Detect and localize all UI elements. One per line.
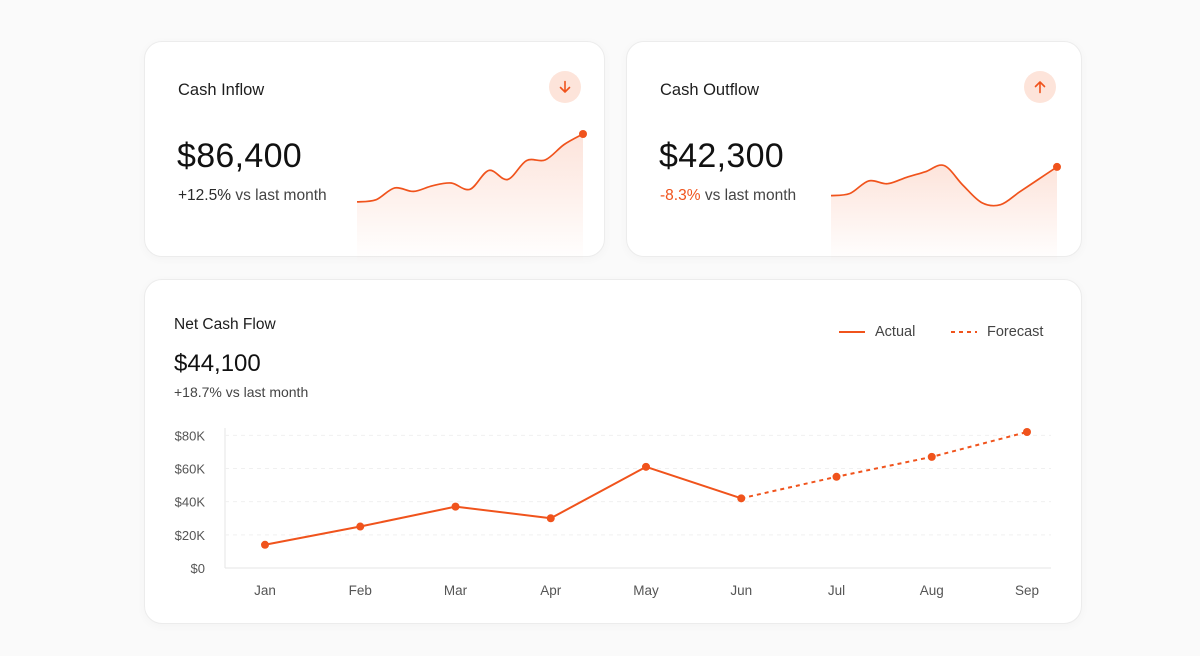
data-point-actual xyxy=(261,540,269,549)
cash-inflow-delta-value: +12.5% xyxy=(178,187,232,204)
legend-actual[interactable]: Actual xyxy=(839,324,915,340)
data-point-actual xyxy=(451,502,460,511)
data-point-actual xyxy=(356,522,365,531)
cash-outflow-title: Cash Outflow xyxy=(660,81,760,99)
cash-outflow-delta-value: -8.3% xyxy=(660,187,701,204)
sparkline-end-point xyxy=(1053,162,1061,171)
cash-outflow-sparkline xyxy=(831,162,1061,262)
x-tick-label: Mar xyxy=(444,583,468,598)
y-tick-label: $20K xyxy=(175,528,206,543)
x-tick-label: Feb xyxy=(349,583,372,598)
y-tick-label: $0 xyxy=(191,561,205,576)
series-line-forecast xyxy=(741,431,1028,500)
x-tick-label: Aug xyxy=(920,583,944,598)
x-tick-label: Sep xyxy=(1015,583,1039,598)
cash-inflow-title: Cash Inflow xyxy=(178,81,265,99)
arrow-up-icon[interactable] xyxy=(1024,71,1056,103)
series-line-actual xyxy=(264,465,742,546)
legend-forecast[interactable]: Forecast xyxy=(951,324,1043,340)
cash-inflow-delta: +12.5% vs last month xyxy=(178,187,327,205)
cash-inflow-delta-label: vs last month xyxy=(235,187,327,204)
sparkline-line xyxy=(357,133,584,203)
cash-outflow-card: Cash Outflow $42,300 -8.3% vs last month xyxy=(626,41,1082,262)
cash-inflow-sparkline xyxy=(357,130,587,262)
legend-actual-swatch xyxy=(839,331,865,333)
data-point-forecast xyxy=(832,472,841,481)
data-point-actual xyxy=(642,462,650,471)
x-tick-label: Jan xyxy=(254,583,276,598)
y-tick-label: $60K xyxy=(175,461,206,476)
sparkline-area xyxy=(357,134,583,262)
sparkline-end-point xyxy=(579,130,587,138)
x-tick-label: Jun xyxy=(730,583,752,598)
net-cash-flow-chart: $0 $20K $40K $60K $80K Jan Feb Mar Apr May Jun Jul A… xyxy=(175,428,1051,598)
net-cash-flow-value: $44,100 xyxy=(174,350,261,377)
cash-outflow-delta-label: vs last month xyxy=(704,187,797,204)
y-tick-label: $40K xyxy=(175,495,206,510)
legend-forecast-label: Forecast xyxy=(987,324,1044,340)
data-point-actual xyxy=(546,514,555,523)
x-tick-label: Jul xyxy=(828,583,845,598)
x-tick-label: May xyxy=(633,583,659,598)
cash-outflow-value: $42,300 xyxy=(659,137,785,175)
data-point-forecast xyxy=(927,452,936,461)
y-tick-label: $80K xyxy=(175,428,206,443)
data-point-actual xyxy=(737,494,746,503)
legend-actual-label: Actual xyxy=(875,324,916,340)
cash-inflow-value: $86,400 xyxy=(177,137,303,175)
arrow-down-icon[interactable] xyxy=(549,71,581,103)
cash-outflow-delta: -8.3% vs last month xyxy=(660,187,796,205)
data-point-forecast xyxy=(1023,428,1031,436)
x-tick-label: Apr xyxy=(540,583,562,598)
net-cash-flow-card: Net Cash Flow $44,100 +18.7% vs last mon… xyxy=(144,279,1082,624)
cash-inflow-card: Cash Inflow $86,400 +12.5% vs last month xyxy=(144,41,605,262)
sparkline-area xyxy=(831,165,1057,262)
net-cash-flow-delta: +18.7% vs last month xyxy=(174,384,309,400)
sparkline-line xyxy=(831,164,1058,207)
net-cash-flow-title: Net Cash Flow xyxy=(174,316,276,333)
